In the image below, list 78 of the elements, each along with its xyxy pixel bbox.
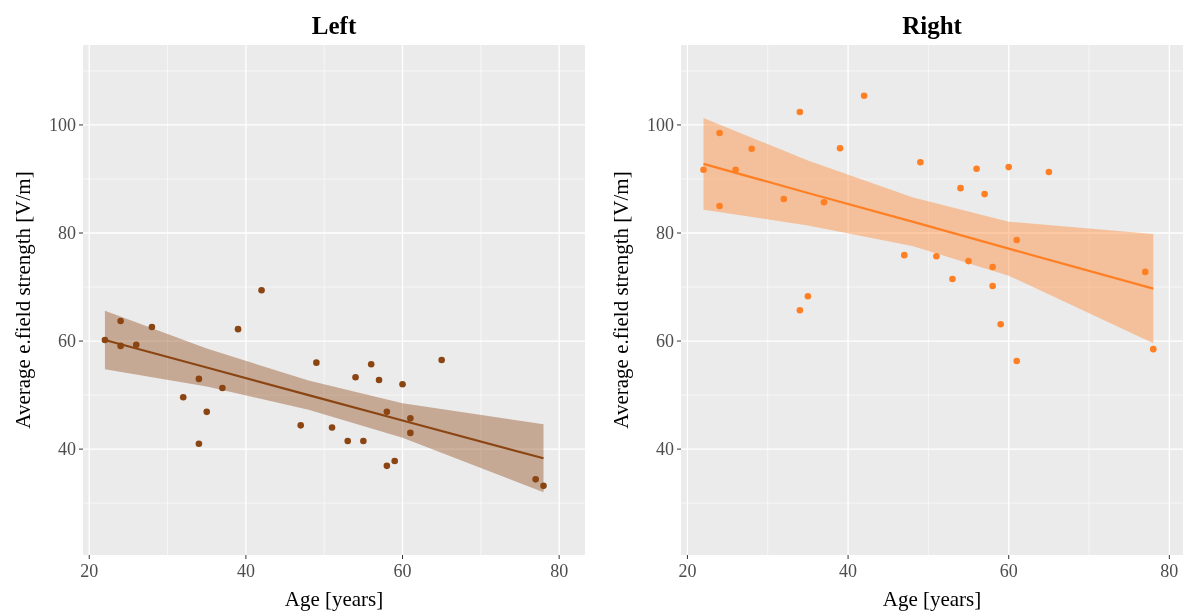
point [716,202,723,210]
point [399,380,406,388]
point [1013,236,1021,244]
x-tick-label: 20 [80,561,99,581]
point [391,457,398,465]
point [179,393,187,401]
y-tick-label: 100 [49,115,76,136]
point [297,422,305,429]
point [367,360,375,368]
point [234,325,242,333]
y-tick-label: 60 [58,331,76,352]
point [375,376,383,384]
point [383,462,391,470]
y-tick-label: 80 [656,223,674,244]
point [1149,345,1157,353]
point [732,166,739,174]
point [949,275,956,283]
point [965,257,972,265]
point [383,408,391,416]
x-tick-label: 20 [678,561,697,581]
point [748,145,755,153]
point [1045,168,1053,176]
point [540,482,547,490]
point [344,437,352,445]
point [716,129,723,137]
point [1013,357,1021,365]
point [917,158,924,166]
chart-title: Left [311,12,357,39]
point [989,282,996,290]
x-tick-label: 60 [393,561,412,581]
point [219,384,226,392]
point [820,198,828,206]
x-tick-label: 40 [839,561,858,581]
point [900,251,908,259]
point [532,476,539,483]
point [117,317,124,325]
y-axis-title: Average e.field strength [V/m] [11,171,35,429]
point [360,437,367,445]
point [195,440,203,448]
x-axis-title: Age [years] [284,587,384,611]
x-tick-label: 80 [1160,561,1179,581]
x-tick-label: 60 [999,561,1018,581]
y-tick-label: 40 [656,439,674,460]
point [407,415,414,422]
point [981,190,988,198]
point [700,166,707,174]
point [804,292,812,300]
y-tick-label: 40 [58,439,76,460]
point [1141,268,1149,276]
y-tick-label: 100 [647,115,674,136]
point [796,306,804,314]
point [313,359,320,366]
x-tick-label: 40 [236,561,255,581]
point [328,424,336,431]
point [989,263,996,271]
point [997,321,1004,328]
point [957,184,964,192]
point [203,408,211,416]
line-series [702,162,1155,290]
point [836,144,844,152]
y-axis-title: Average e.field strength [V/m] [609,171,633,429]
point [407,429,414,437]
point [973,165,980,173]
point [933,252,940,260]
point [148,323,156,331]
y-tick-label: 60 [656,331,674,352]
point [796,108,804,116]
point [352,373,359,381]
point [860,92,868,100]
y-tick-label: 80 [58,223,76,244]
point [438,356,445,364]
point [258,286,265,294]
point [195,375,203,383]
chart-title: Right [902,12,963,39]
point [1005,163,1013,171]
x-tick-label: 80 [550,561,569,581]
point [780,195,788,203]
x-axis-title: Age [years] [882,587,982,611]
